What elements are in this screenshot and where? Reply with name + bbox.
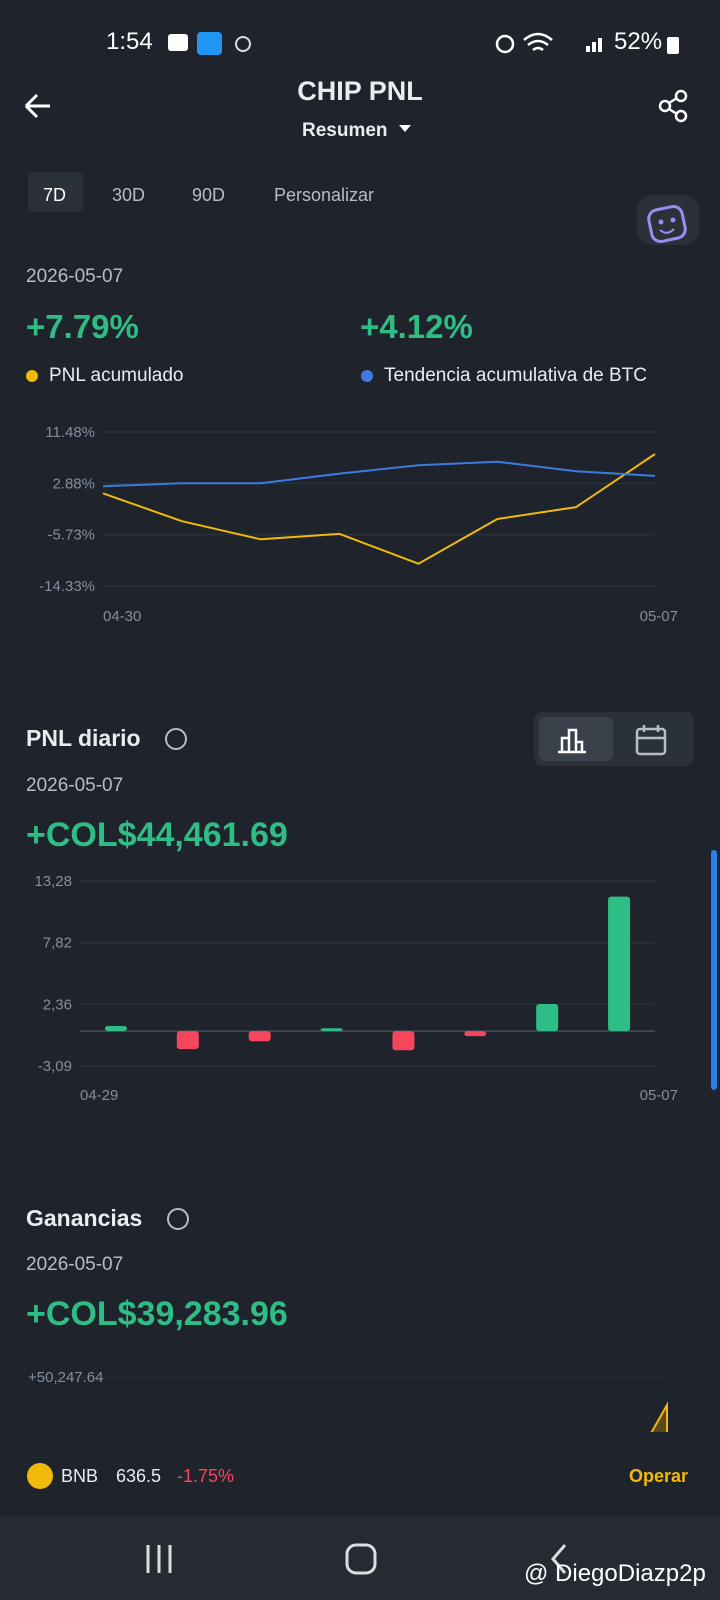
x-tick-label: 04-30 — [103, 608, 141, 625]
y-tick-label: +50,247.64 — [28, 1369, 104, 1386]
y-tick-label: 11.48% — [45, 424, 95, 441]
back-button[interactable] — [24, 93, 50, 119]
y-tick-label: -5.73% — [47, 527, 95, 544]
legend-dot — [26, 370, 38, 382]
watermark: @ DiegoDiazp2p — [524, 1560, 706, 1587]
bar-view-icon — [558, 728, 586, 754]
gallery-icon — [168, 34, 188, 51]
tab-highlight — [28, 172, 83, 212]
series-line — [102, 453, 656, 565]
scroll-indicator — [711, 850, 717, 1090]
bar — [608, 896, 631, 1032]
share-button[interactable] — [658, 89, 688, 123]
dropdown-arrow[interactable] — [399, 125, 411, 132]
section-title: Ganancias — [26, 1205, 143, 1231]
date: 2026-05-07 — [26, 266, 124, 287]
y-tick-label: 2.88% — [52, 475, 95, 492]
ticker-change: -1.75% — [177, 1466, 235, 1486]
alarm-icon — [495, 34, 515, 54]
bnb-logo — [27, 1463, 53, 1489]
trade-button[interactable]: Operar — [629, 1466, 689, 1486]
date: 2026-05-07 — [26, 1254, 124, 1275]
app-icon — [197, 32, 222, 55]
btc-value: +4.12% — [360, 308, 473, 345]
date: 2026-05-07 — [26, 775, 124, 796]
tab[interactable]: Personalizar — [274, 185, 375, 205]
dot-icon — [235, 36, 251, 52]
y-tick-label: 7,82 — [43, 935, 72, 952]
earnings-area — [648, 1401, 668, 1436]
legend-dot — [361, 370, 373, 382]
home-button[interactable] — [345, 1543, 377, 1575]
recent-apps-button[interactable] — [146, 1545, 172, 1573]
series-line — [102, 460, 656, 488]
calendar-view-button[interactable] — [635, 725, 667, 756]
nav-back-button[interactable] — [551, 1544, 567, 1574]
bar — [392, 1031, 415, 1051]
info-icon[interactable] — [165, 728, 187, 750]
y-tick-label: -3,09 — [38, 1058, 72, 1075]
ticker-symbol: BNB — [61, 1466, 99, 1486]
bar — [536, 1003, 559, 1032]
bar — [248, 1031, 271, 1042]
y-tick-label: 2,36 — [43, 996, 72, 1013]
bar — [320, 1028, 343, 1032]
info-icon[interactable] — [167, 1208, 189, 1230]
assistant-button[interactable] — [637, 195, 699, 245]
page-title: CHIP PNL — [297, 76, 423, 106]
legend-label: PNL acumulado — [49, 365, 184, 386]
tab[interactable]: 30D — [112, 185, 146, 205]
bar — [104, 1025, 127, 1032]
ticker-bar — [0, 1432, 720, 1487]
x-tick-label: 04-29 — [80, 1087, 118, 1104]
ticker-price: 636.5 — [116, 1466, 162, 1486]
x-tick-label: 05-07 — [640, 1087, 678, 1104]
page-subtitle[interactable]: Resumen — [302, 120, 388, 141]
signal-icon — [586, 38, 602, 52]
tab[interactable]: 7D — [43, 185, 67, 205]
section-title: PNL diario — [26, 725, 141, 751]
daily-total: +COL$44,461.69 — [26, 816, 288, 854]
pnl-value: +7.79% — [26, 308, 139, 345]
legend-label: Tendencia acumulativa de BTC — [384, 365, 647, 386]
nav-bar — [0, 1515, 720, 1600]
y-tick-label: 13,28 — [34, 873, 72, 890]
status-time: 1:54 — [106, 28, 153, 55]
wifi-icon — [523, 32, 553, 52]
earnings-total: +COL$39,283.96 — [26, 1295, 288, 1333]
bar — [464, 1031, 487, 1037]
x-tick-label: 05-07 — [640, 608, 678, 625]
battery-level: 52% — [614, 28, 663, 55]
tab[interactable]: 90D — [192, 185, 226, 205]
y-tick-label: -14.33% — [39, 578, 95, 595]
battery-icon — [667, 37, 679, 54]
bar — [176, 1031, 199, 1050]
